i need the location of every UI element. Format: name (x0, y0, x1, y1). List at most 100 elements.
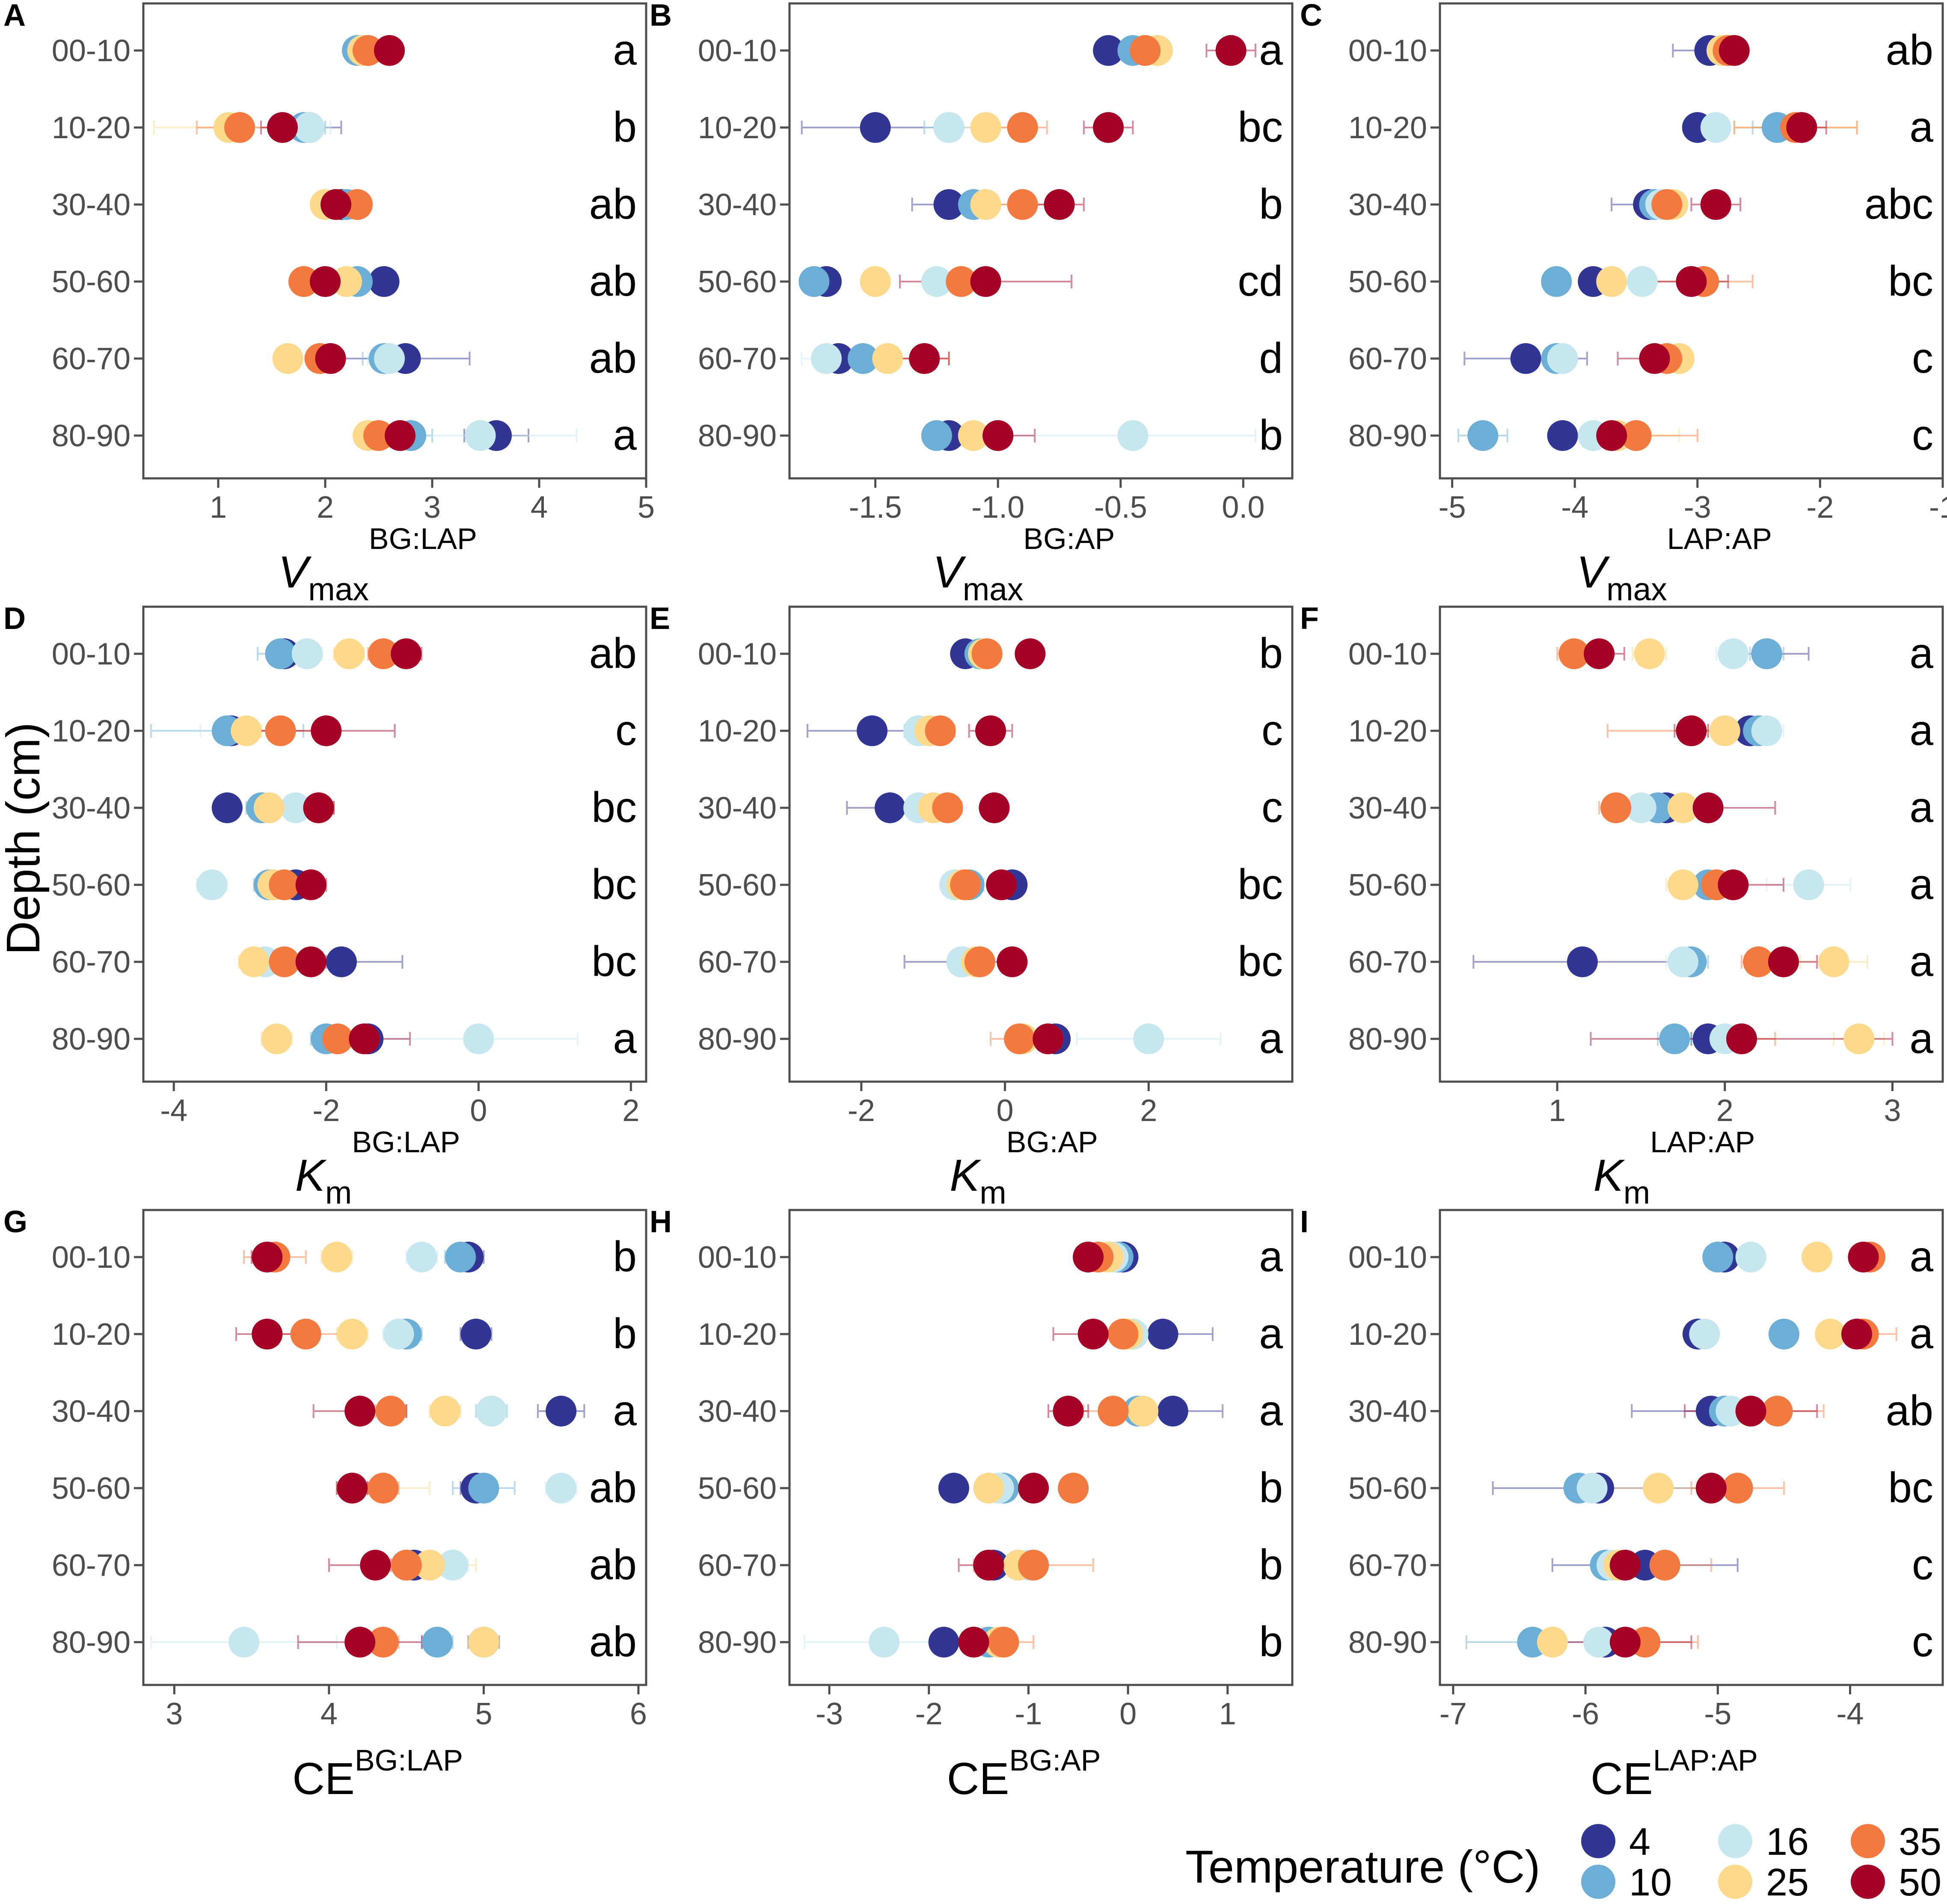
data-point (465, 420, 496, 451)
x-tick-label: 2 (1140, 1094, 1157, 1128)
data-point (1157, 1396, 1188, 1427)
legend-item: 10 (1581, 1861, 1672, 1904)
y-tick-label: 00-10 (698, 637, 777, 671)
legend-item: 50 (1851, 1861, 1941, 1904)
y-tick-label: 80-90 (52, 419, 131, 453)
significance-letter: cd (1238, 257, 1283, 305)
x-tick-label: 6 (630, 1697, 647, 1731)
data-point (1843, 1023, 1875, 1054)
data-point (1147, 1319, 1178, 1349)
x-tick-label: 3 (424, 490, 441, 525)
panel-label: H (650, 1205, 672, 1239)
data-point (1751, 638, 1782, 669)
panel-label: I (1300, 1205, 1309, 1239)
y-tick-label: 50-60 (1348, 868, 1427, 902)
x-tick-label: -4 (160, 1094, 187, 1128)
data-point (333, 638, 365, 669)
significance-letter: b (613, 1310, 637, 1358)
y-tick-label: 00-10 (698, 1240, 777, 1275)
data-point (982, 420, 1014, 451)
data-point (546, 1473, 577, 1504)
x-tick-label: 1 (210, 490, 227, 525)
data-point (964, 946, 995, 977)
significance-letter: bc (1888, 257, 1933, 305)
x-tick-label: 0 (997, 1094, 1014, 1128)
data-point (1626, 266, 1658, 297)
data-point (1726, 1023, 1757, 1054)
x-axis-title: CEBG:AP (947, 1744, 1101, 1804)
y-tick-label: 80-90 (698, 419, 777, 453)
data-point (1700, 112, 1731, 143)
significance-letter: a (1909, 629, 1933, 677)
data-point (460, 1319, 492, 1349)
y-tick-label: 10-20 (52, 714, 131, 748)
significance-letter: ab (589, 1464, 637, 1512)
data-point (921, 420, 952, 451)
y-tick-label: 80-90 (52, 1022, 131, 1056)
data-point (331, 266, 362, 297)
significance-letter: ab (1886, 26, 1933, 74)
significance-letter: a (1259, 1387, 1283, 1435)
data-point (342, 189, 373, 220)
data-point (1709, 715, 1740, 746)
data-point (368, 1627, 399, 1658)
y-tick-label: 00-10 (1348, 34, 1427, 68)
data-point (1626, 792, 1656, 823)
significance-letter: a (1909, 783, 1933, 831)
y-tick-label: 50-60 (52, 868, 131, 902)
x-tick-label: -0.5 (1094, 490, 1147, 525)
panel-B: B 00-10 10-20 30-40 50-60 60-70 80-90 -1.5 -1.0 -… (650, 0, 1294, 607)
data-point (231, 715, 262, 746)
significance-letter: bc (1888, 1464, 1933, 1512)
x-tick-label: -3 (1684, 490, 1711, 525)
legend-swatch (1851, 1865, 1885, 1899)
y-tick-label: 10-20 (698, 1317, 777, 1352)
x-tick-label: -4 (1837, 1697, 1864, 1731)
panel-label: G (3, 1205, 27, 1239)
data-point (1541, 266, 1572, 297)
data-point (1004, 1023, 1035, 1054)
data-point (295, 946, 326, 977)
y-tick-label: 60-70 (52, 945, 131, 979)
significance-letter: c (615, 706, 637, 754)
data-point (291, 638, 323, 669)
x-tick-label: -6 (1572, 1697, 1599, 1731)
data-point (374, 343, 405, 374)
y-tick-label: 10-20 (52, 111, 131, 145)
x-tick-label: -1 (1929, 490, 1947, 525)
data-point (294, 112, 325, 143)
y-tick-label: 50-60 (698, 265, 777, 299)
data-point (311, 715, 342, 746)
data-point (1018, 1473, 1049, 1504)
x-tick-label: -1 (1015, 1697, 1042, 1731)
legend-item: 25 (1718, 1861, 1809, 1904)
x-tick-label: 3 (1884, 1094, 1901, 1128)
data-point (869, 1627, 900, 1658)
data-point (374, 35, 405, 66)
y-tick-label: 80-90 (1348, 419, 1427, 453)
panel-frame (142, 2, 647, 480)
data-point (368, 266, 400, 297)
significance-letter: bc (591, 937, 637, 985)
x-axis-title: VmaxBG:AP (933, 522, 1115, 607)
significance-letter: b (613, 1233, 637, 1281)
x-tick-label: 5 (638, 490, 655, 525)
data-point (1689, 1319, 1720, 1349)
legend-item: 35 (1851, 1821, 1941, 1863)
significance-letter: b (1259, 1464, 1283, 1512)
data-point (1077, 1319, 1109, 1349)
data-point (229, 1627, 259, 1658)
significance-letter: c (1261, 706, 1283, 754)
y-tick-label: 00-10 (1348, 637, 1427, 671)
data-point (1676, 715, 1707, 746)
legend-label: 4 (1629, 1821, 1650, 1863)
data-point (986, 869, 1017, 900)
data-point (1634, 638, 1665, 669)
data-point (326, 946, 357, 977)
data-point (1093, 35, 1124, 66)
data-point (421, 1627, 453, 1658)
significance-letter: a (613, 1387, 637, 1435)
x-tick-label: -2 (312, 1094, 340, 1128)
